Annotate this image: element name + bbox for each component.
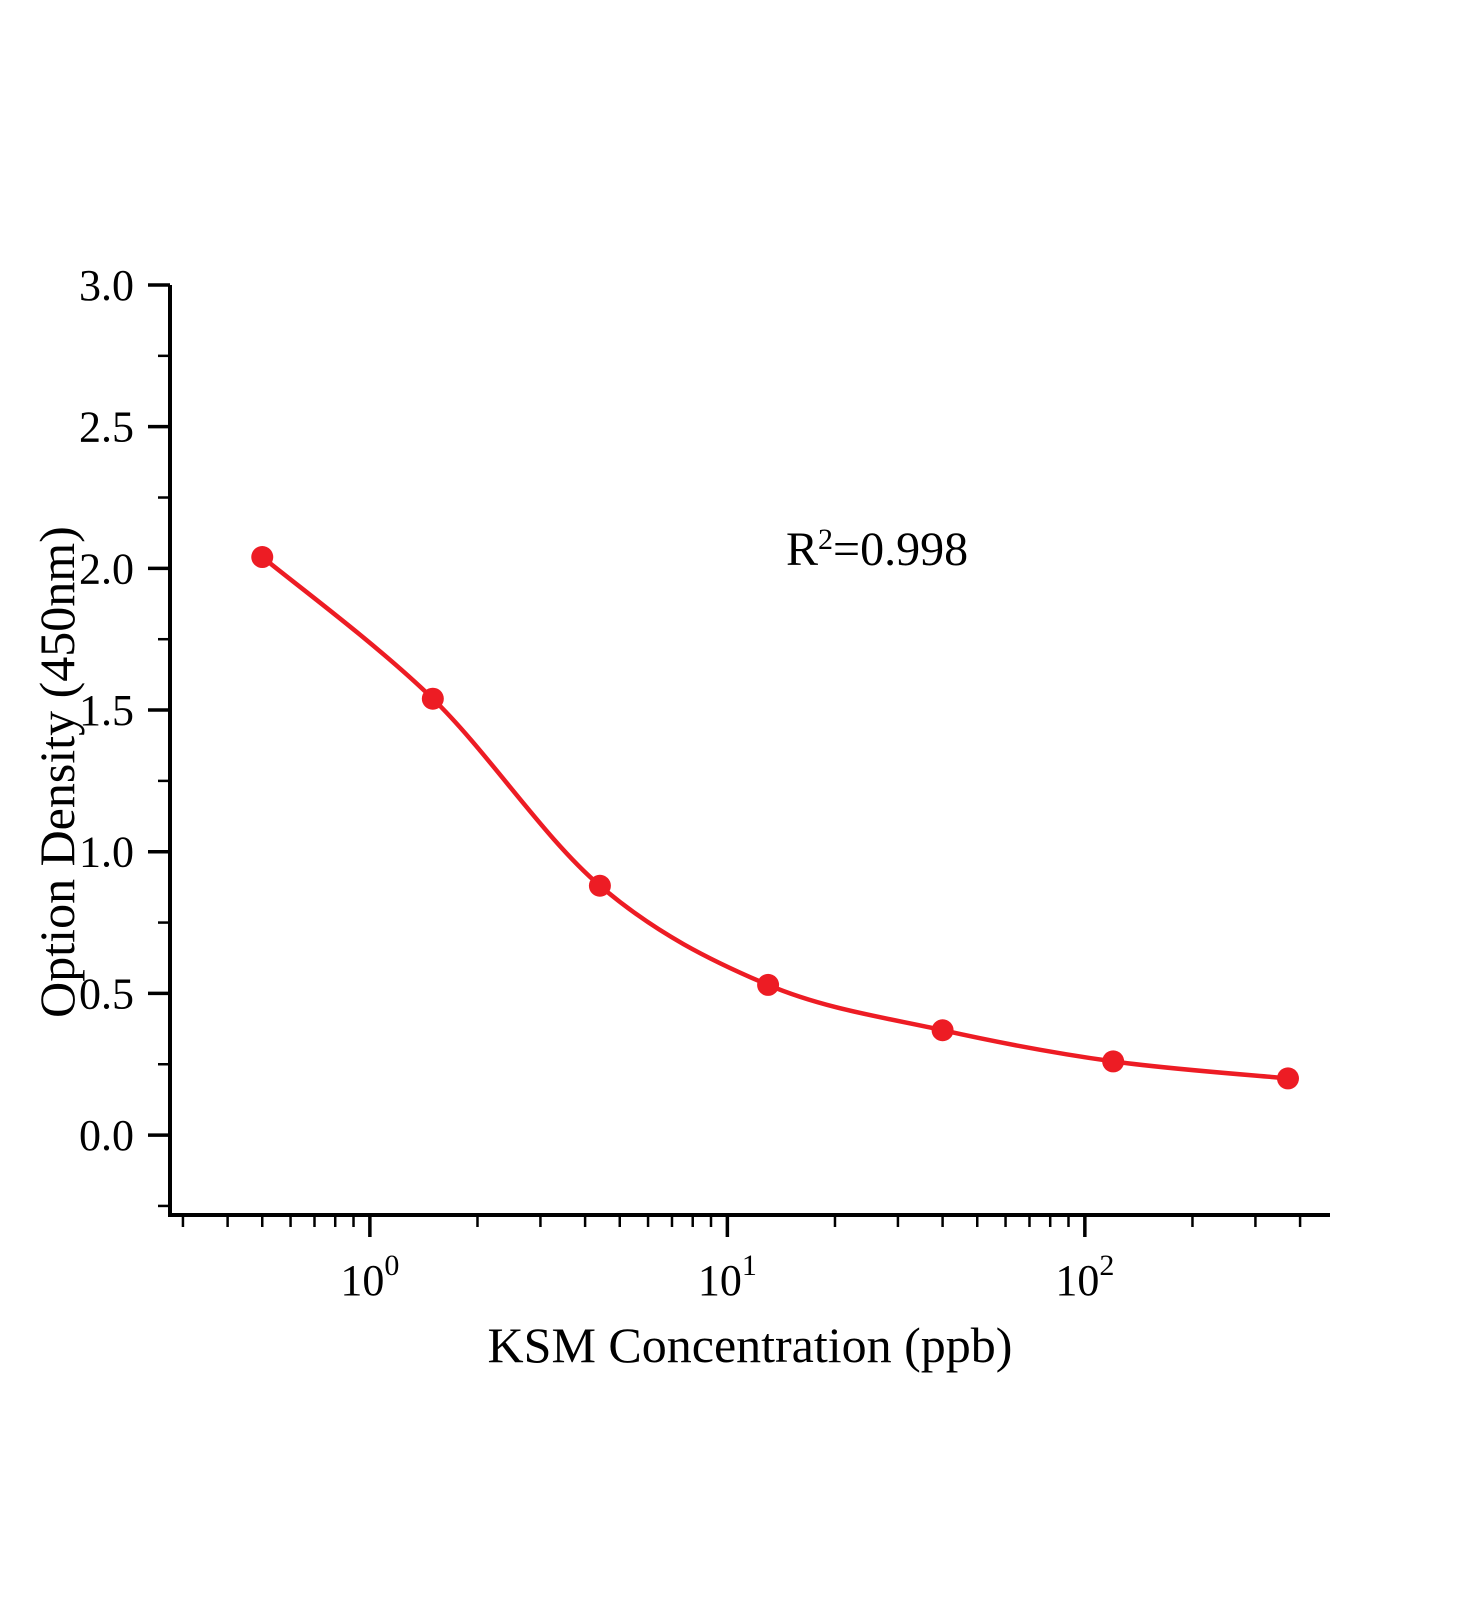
fit-curve	[260, 554, 1291, 1081]
data-point	[421, 687, 444, 710]
data-point	[588, 874, 611, 897]
x-tick-label: 101	[698, 1249, 757, 1305]
y-tick-label: 3.0	[79, 261, 134, 310]
data-point	[1276, 1067, 1299, 1090]
y-tick-label: 1.5	[79, 686, 134, 735]
data-point	[251, 546, 274, 569]
y-tick-label: 0.0	[79, 1111, 134, 1160]
r-squared-base: R	[786, 523, 819, 576]
y-tick-label: 0.5	[79, 969, 134, 1018]
r-squared-exponent: 2	[818, 523, 834, 556]
y-tick-label: 2.0	[79, 544, 134, 593]
x-tick-label: 102	[1055, 1249, 1114, 1305]
data-point	[1102, 1050, 1125, 1073]
r-squared-annotation: R2=0.998	[786, 522, 968, 577]
y-tick-label: 1.0	[79, 828, 134, 877]
data-point	[757, 973, 780, 996]
x-axis-title: KSM Concentration (ppb)	[487, 1317, 1013, 1373]
y-tick-label: 2.5	[79, 403, 134, 452]
r-squared-value: =0.998	[833, 523, 969, 576]
data-point	[931, 1019, 954, 1042]
y-axis-title: Option Density (450nm)	[29, 526, 85, 1018]
x-tick-label: 100	[340, 1249, 399, 1305]
